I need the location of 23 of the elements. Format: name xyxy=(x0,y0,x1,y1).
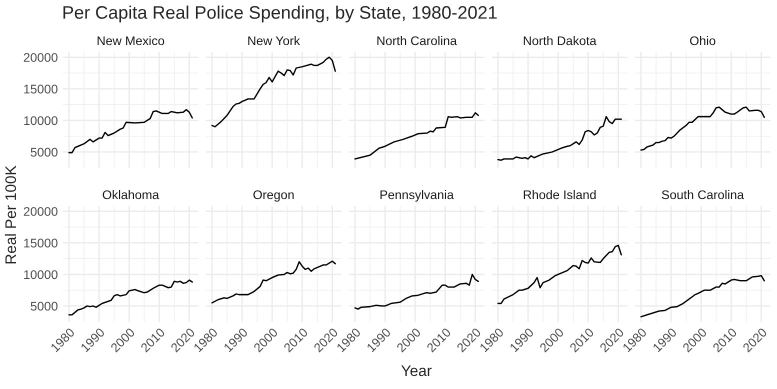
y-tick-label: 5000 xyxy=(30,148,58,157)
chart-title: North Carolina xyxy=(377,36,457,46)
y-tick-label: 10000 xyxy=(24,270,58,280)
y-axis-title: Real Per 100K xyxy=(4,165,16,264)
y-tick-label: 20000 xyxy=(24,207,58,216)
line-series xyxy=(68,279,193,316)
y-tick-label: 10000 xyxy=(24,116,58,126)
chart-title: New York xyxy=(248,36,300,46)
chart-title: South Carolina xyxy=(662,190,744,200)
chart-title: Oregon xyxy=(253,190,294,202)
chart-title: Rhode Island xyxy=(524,190,596,200)
y-tick-label: 15000 xyxy=(24,238,58,248)
line-series xyxy=(68,108,193,154)
chart-title: New Mexico xyxy=(98,36,164,46)
chart-title: North Dakota xyxy=(524,36,596,46)
chart-title: Pennsylvania xyxy=(380,190,454,202)
x-axis-title: Year xyxy=(401,365,432,376)
chart-title: Oklahoma xyxy=(102,190,160,200)
text: Per Capita Real Police Spending, by State, 1980-2021 xyxy=(63,6,497,22)
y-tick-label: 20000 xyxy=(24,53,58,62)
y-tick-label: 15000 xyxy=(24,84,58,94)
chart-title: Ohio xyxy=(690,36,716,46)
y-tick-label: 5000 xyxy=(30,302,58,311)
